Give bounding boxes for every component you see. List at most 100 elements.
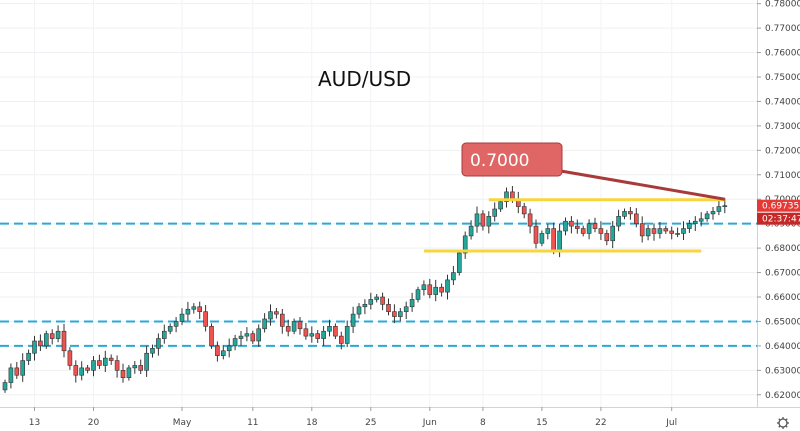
candle-body [716,206,722,212]
candle-body [633,213,639,224]
candle-body [291,321,297,332]
candle-body [179,313,185,322]
candle-body [26,352,31,361]
price-callout: 0.7000 [461,142,726,201]
y-tick-label: 0.78000 [765,0,800,10]
candle-body [421,284,427,290]
candle-body [221,350,226,356]
callout-box [461,142,563,177]
candle-body [551,228,557,251]
candle-body [616,216,621,227]
x-tick-label: 20 [88,418,100,428]
x-tick-label: May [173,418,192,428]
last-price-tag: 0.69735 02:37:47 [757,199,800,225]
candle-body [309,333,315,337]
candle-body [533,225,539,244]
candle-body [120,370,126,378]
candle-body [167,326,173,332]
callout-leader-line [554,168,726,201]
candle-body [651,228,657,234]
y-tick-label: 0.67000 [765,269,800,279]
candle-body [669,230,675,234]
countdown-timer: 02:37:47 [762,215,800,225]
candle-body [362,304,368,308]
y-tick-label: 0.66000 [765,293,800,303]
candle-body [108,357,114,361]
countdown-background [757,212,800,225]
candle-body [55,330,61,339]
candle-body [468,225,474,237]
x-tick-label: 15 [536,418,547,428]
candle-body [256,328,262,342]
candle-body [580,228,586,234]
candle-body [492,208,498,217]
y-tick-label: 0.68000 [765,244,800,254]
candle-body [403,306,409,312]
candle-body [692,220,698,224]
candle-body [451,272,456,281]
candle-body [698,218,704,222]
candle-body [445,279,450,293]
y-tick-label: 0.77000 [765,24,800,34]
candle-body [150,348,155,354]
candle-body [563,220,568,232]
candle-body [527,213,533,227]
candlestick-series [2,186,728,393]
candle-body [663,228,669,232]
candle-body [433,286,439,295]
gear-tooth [785,425,788,428]
x-axis: 13 20 May 11 18 25 Jun 8 15 22 Jul [0,407,800,428]
candle-body [79,367,84,376]
y-tick-label: 0.76000 [765,49,800,59]
candle-body [462,235,468,254]
candle-body [392,311,397,317]
candle-body [215,345,220,356]
candle-body [722,205,728,207]
candle-body [521,206,527,215]
y-tick-label: 0.71000 [765,171,800,181]
candle-body [368,299,374,305]
y-tick-label: 0.74000 [765,97,800,107]
y-tick-label: 0.73000 [765,122,800,132]
candle-body [427,284,433,295]
candle-body [569,220,574,227]
candle-body [85,367,90,371]
candle-body [244,333,250,337]
candle-body [380,296,385,305]
candle-body [333,326,338,337]
candle-body [610,225,616,242]
candle-body [144,352,149,371]
settings-gear-icon[interactable] [777,417,789,429]
x-tick-label: 11 [247,418,258,428]
y-tick-label: 0.75000 [765,73,800,83]
candle-body [297,321,303,330]
candle-body [604,233,610,242]
candle-body [545,228,551,234]
candle-body [156,338,161,349]
x-tick-label: 25 [365,418,376,428]
y-tick-label: 0.65000 [765,317,800,327]
candle-body [232,338,238,347]
x-tick-label: 8 [480,418,486,428]
x-tick-label: 18 [306,418,318,428]
candle-body [598,228,604,234]
candle-body [268,311,273,320]
last-price-background [757,199,800,212]
candle-body [687,223,692,229]
horizontal-levels [0,222,757,347]
candle-body [350,313,356,327]
candle-body [397,311,403,317]
candle-body [356,306,362,315]
gear-tooth [778,418,781,421]
candle-body [486,216,492,227]
candle-body [126,367,132,378]
candle-body [103,357,108,366]
candle-body [67,350,73,366]
candle-body [386,304,391,312]
candle-body [138,365,143,371]
x-tick-label: 13 [29,418,40,428]
candle-body [38,340,43,347]
candle-body [586,223,592,234]
candle-body [274,311,279,315]
